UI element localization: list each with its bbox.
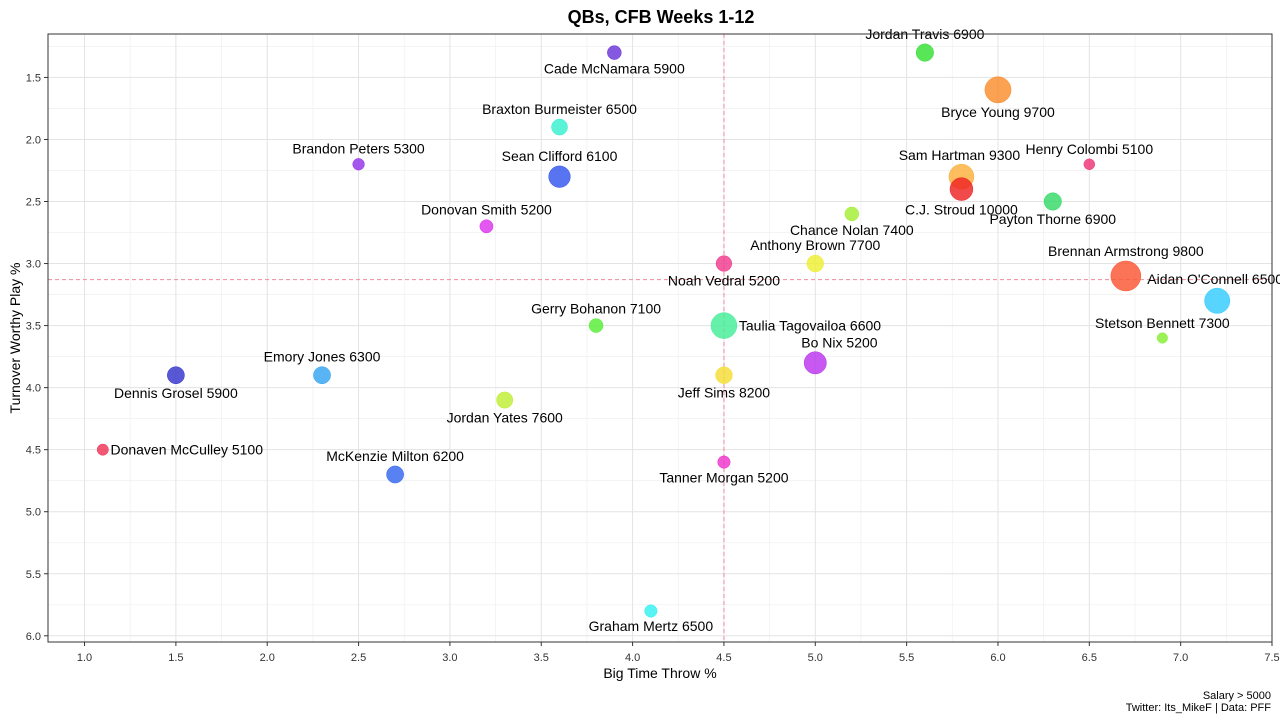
x-axis-title: Big Time Throw % [603, 665, 716, 681]
data-point [607, 45, 622, 60]
point-label: Noah Vedral 5200 [668, 272, 780, 288]
y-tick-label: 5.5 [26, 569, 41, 581]
point-label: Emory Jones 6300 [264, 349, 381, 365]
data-point [167, 366, 185, 385]
data-point [1110, 260, 1142, 292]
point-label: Brennan Armstrong 9800 [1048, 243, 1204, 259]
point-label: Gerry Bohanon 7100 [531, 301, 661, 317]
x-tick-label: 5.5 [899, 652, 914, 664]
data-point [386, 465, 404, 484]
data-point [717, 455, 731, 469]
x-tick-label: 4.5 [716, 652, 731, 664]
point-label: Payton Thorne 6900 [989, 211, 1116, 227]
data-point [1043, 192, 1062, 211]
data-point [1156, 332, 1168, 344]
point-label: Donovan Smith 5200 [421, 202, 552, 218]
x-tick-label: 6.5 [1082, 652, 1097, 664]
data-point [715, 255, 733, 272]
x-tick-label: 1.5 [168, 652, 183, 664]
point-label: Cade McNamara 5900 [544, 61, 685, 77]
x-tick-label: 4.0 [625, 652, 640, 664]
point-label: Tanner Morgan 5200 [659, 469, 788, 485]
point-label: Brandon Peters 5300 [292, 140, 425, 156]
data-point [715, 366, 733, 384]
plot-panel-border [47, 33, 1273, 643]
data-point [984, 76, 1012, 104]
data-point [949, 177, 974, 201]
data-point [548, 165, 571, 188]
x-tick-label: 6.0 [990, 652, 1005, 664]
point-label: Anthony Brown 7700 [750, 237, 880, 253]
axis-ticks: 1.0 1.5 2.0 2.5 3.0 3.5 4.0 4.5 5.0 5.5 6.0 6.5 7.0 7… [26, 72, 1280, 664]
y-tick-label: 4.5 [26, 445, 41, 457]
x-tick-label: 5.0 [808, 652, 823, 664]
point-label: Sean Clifford 6100 [502, 148, 618, 164]
point-label: Graham Mertz 6500 [589, 618, 714, 634]
data-point [803, 351, 827, 375]
point-label: Braxton Burmeister 6500 [482, 101, 637, 117]
x-tick-label: 2.0 [260, 652, 275, 664]
data-point [496, 391, 514, 409]
y-tick-label: 2.5 [26, 197, 41, 209]
data-point [844, 206, 860, 222]
data-point [806, 254, 824, 273]
y-tick-label: 2.0 [26, 134, 41, 146]
x-tick-label: 3.0 [442, 652, 457, 664]
y-tick-label: 3.5 [26, 321, 41, 333]
caption-source: Twitter: Its_MikeF | Data: PFF [1126, 702, 1272, 714]
data-point [588, 318, 604, 333]
point-label: Aidan O'Connell 6500 [1147, 271, 1280, 287]
grid-layer [48, 34, 1273, 642]
point-label: Bo Nix 5200 [801, 335, 877, 351]
data-point [644, 604, 658, 618]
chart-title: QBs, CFB Weeks 1-12 [568, 7, 755, 27]
y-axis-title: Turnover Worthy Play % [7, 263, 23, 414]
data-point [1083, 158, 1096, 170]
x-tick-label: 7.0 [1173, 652, 1188, 664]
x-tick-label: 2.5 [351, 652, 366, 664]
data-point [479, 219, 494, 234]
point-label: Jordan Yates 7600 [447, 409, 563, 425]
x-tick-label: 1.0 [77, 652, 92, 664]
point-label: Jeff Sims 8200 [678, 385, 771, 401]
point-label: Donaven McCulley 5100 [110, 442, 263, 458]
point-label: Bryce Young 9700 [941, 104, 1055, 120]
y-tick-label: 4.0 [26, 383, 41, 395]
y-tick-label: 5.0 [26, 507, 41, 519]
point-label: Taulia Tagovailoa 6600 [739, 318, 881, 334]
point-label: Sam Hartman 9300 [899, 147, 1021, 163]
data-point [915, 43, 934, 62]
reference-lines [48, 34, 1272, 642]
x-tick-label: 3.5 [534, 652, 549, 664]
y-tick-label: 6.0 [26, 631, 41, 643]
data-point [551, 118, 568, 136]
caption-salary: Salary > 5000 [1203, 690, 1271, 702]
data-point [1204, 287, 1231, 314]
point-label: C.J. Stroud 10000 [905, 202, 1018, 218]
data-point [313, 366, 331, 385]
data-point [96, 443, 109, 456]
points-layer [96, 43, 1231, 618]
data-point [710, 312, 738, 339]
point-label: McKenzie Milton 6200 [326, 448, 464, 464]
y-tick-label: 1.5 [26, 72, 41, 84]
point-label: Stetson Bennett 7300 [1095, 315, 1230, 331]
data-point [352, 158, 365, 171]
x-tick-label: 7.5 [1264, 652, 1279, 664]
point-label: Henry Colombi 5100 [1026, 141, 1154, 157]
y-tick-label: 3.0 [26, 259, 41, 271]
point-label: Dennis Grosel 5900 [114, 385, 238, 401]
point-label: Chance Nolan 7400 [790, 222, 914, 238]
